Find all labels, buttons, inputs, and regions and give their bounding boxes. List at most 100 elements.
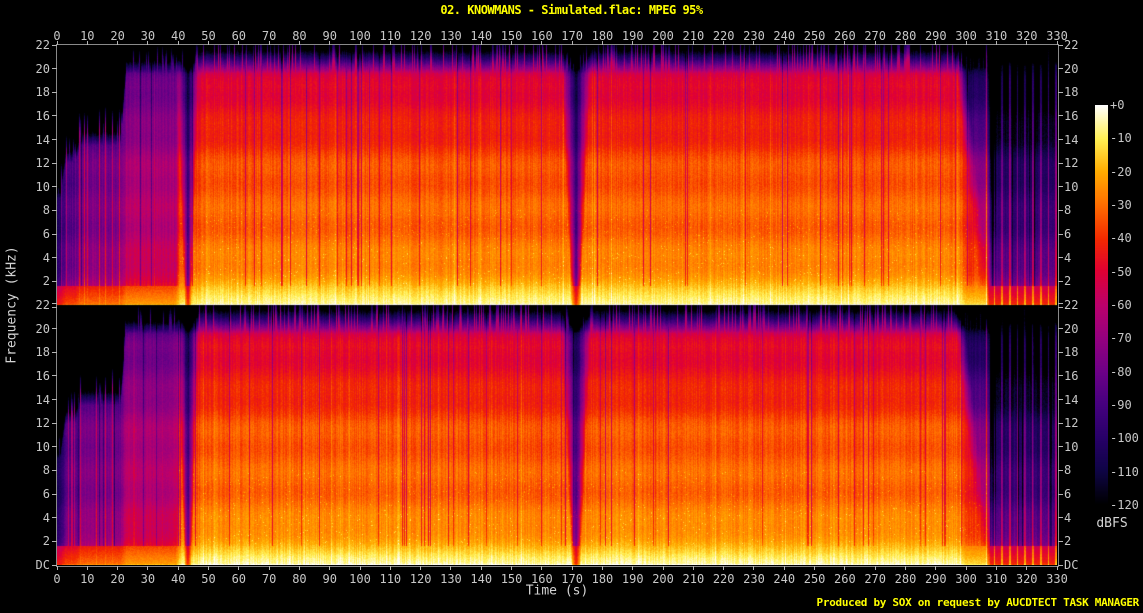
x-tick-label: 260: [834, 29, 856, 43]
x-tick-mark: [177, 41, 179, 45]
x-tick-mark: [753, 41, 755, 45]
x-tick-label: 210: [682, 572, 705, 586]
x-tick-label: 120: [409, 29, 432, 43]
x-tick-mark: [480, 566, 482, 570]
freq-tick-mark: [52, 328, 57, 330]
x-tick-mark: [268, 41, 270, 45]
x-tick-label: 30: [140, 29, 156, 43]
x-tick-mark: [904, 566, 906, 570]
freq-tick-label: 4: [42, 510, 50, 525]
x-tick-label: 320: [1015, 29, 1038, 43]
x-tick-mark: [541, 566, 543, 570]
freq-tick-label: 20: [1064, 321, 1079, 336]
freq-tick-label: 16: [1064, 108, 1079, 123]
x-tick-label: 170: [561, 572, 583, 586]
freq-tick-label: 6: [42, 487, 50, 502]
x-tick-mark: [844, 566, 846, 570]
freq-tick-label: 4: [1064, 250, 1072, 265]
freq-tick-mark: [1058, 422, 1063, 424]
freq-tick-label: DC: [1064, 558, 1079, 572]
colorbar-gradient: [1095, 105, 1108, 505]
x-tick-mark: [117, 41, 119, 45]
x-tick-label: 110: [379, 572, 402, 586]
freq-tick-mark: [52, 493, 57, 495]
x-tick-mark: [1056, 41, 1058, 45]
freq-tick-mark: [52, 469, 57, 471]
freq-tick-mark: [1058, 351, 1063, 353]
x-tick-mark: [511, 566, 513, 570]
freq-tick-label: 16: [35, 368, 50, 383]
freq-tick-mark: [52, 306, 57, 308]
freq-tick-mark: [1058, 257, 1063, 259]
x-tick-mark: [480, 41, 482, 45]
x-tick-label: 300: [955, 572, 977, 586]
colorbar-tick-label: -110: [1110, 464, 1139, 479]
x-tick-label: 60: [231, 29, 247, 43]
freq-tick-label: 8: [1064, 463, 1072, 478]
freq-tick-label: 10: [1064, 179, 1079, 194]
freq-tick-mark: [1058, 68, 1063, 70]
x-tick-label: 10: [80, 572, 95, 586]
freq-tick-label: 14: [35, 392, 50, 407]
x-tick-label: 140: [470, 29, 493, 43]
freq-tick-label: DC: [35, 558, 50, 572]
x-tick-label: 240: [773, 572, 796, 586]
freq-tick-mark: [52, 517, 57, 519]
x-tick-mark: [420, 41, 422, 45]
x-tick-mark: [995, 566, 997, 570]
freq-tick-mark: [1058, 446, 1063, 448]
x-tick-label: 120: [409, 572, 432, 586]
freq-tick-mark: [52, 162, 57, 164]
x-tick-label: 200: [652, 572, 674, 586]
x-tick-label: 320: [1015, 572, 1038, 586]
freq-tick-mark: [52, 44, 57, 46]
freq-tick-mark: [1058, 115, 1063, 117]
x-tick-mark: [86, 566, 88, 570]
x-tick-label: 270: [864, 572, 887, 586]
freq-tick-label: 20: [35, 61, 50, 76]
freq-tick-mark: [1058, 44, 1063, 46]
x-tick-label: 260: [834, 572, 856, 586]
colorbar-title: dBFS: [1096, 516, 1128, 531]
x-tick-mark: [298, 41, 300, 45]
x-tick-mark: [874, 566, 876, 570]
colorbar-tick-label: -30: [1110, 198, 1132, 212]
x-tick-mark: [450, 566, 452, 570]
freq-tick-label: 20: [1064, 61, 1079, 76]
x-tick-label: 80: [292, 29, 307, 43]
x-tick-mark: [420, 566, 422, 570]
x-tick-mark: [632, 41, 634, 45]
x-tick-label: 40: [170, 29, 186, 43]
x-tick-label: 50: [201, 572, 216, 586]
x-tick-mark: [753, 566, 755, 570]
x-tick-mark: [208, 566, 209, 570]
x-tick-label: 130: [440, 29, 462, 43]
freq-tick-mark: [52, 68, 57, 70]
x-tick-mark: [86, 41, 88, 45]
x-tick-label: 240: [773, 29, 796, 43]
x-tick-mark: [723, 41, 725, 45]
x-tick-mark: [632, 566, 634, 570]
x-tick-label: 280: [894, 572, 917, 586]
freq-tick-mark: [1058, 91, 1063, 93]
x-tick-mark: [1026, 566, 1028, 570]
colorbar-tick-label: -70: [1110, 331, 1132, 346]
freq-tick-label: 16: [1064, 368, 1079, 383]
x-tick-label: 100: [349, 29, 371, 43]
x-tick-label: 160: [531, 29, 553, 43]
freq-tick-label: 20: [35, 321, 50, 336]
x-tick-mark: [783, 41, 785, 45]
freq-tick-mark: [1058, 306, 1063, 308]
x-tick-label: 140: [470, 572, 493, 586]
freq-tick-mark: [1058, 469, 1063, 471]
colorbar-tick-label: -120: [1110, 498, 1139, 512]
freq-tick-mark: [1058, 399, 1063, 401]
freq-tick-label: 22: [1064, 38, 1079, 52]
x-tick-label: 310: [985, 572, 1008, 586]
x-tick-label: 80: [292, 572, 307, 586]
x-axis-title: Time (s): [525, 583, 589, 599]
x-tick-mark: [208, 41, 209, 45]
freq-tick-label: 4: [42, 250, 50, 265]
x-tick-label: 30: [140, 572, 156, 586]
